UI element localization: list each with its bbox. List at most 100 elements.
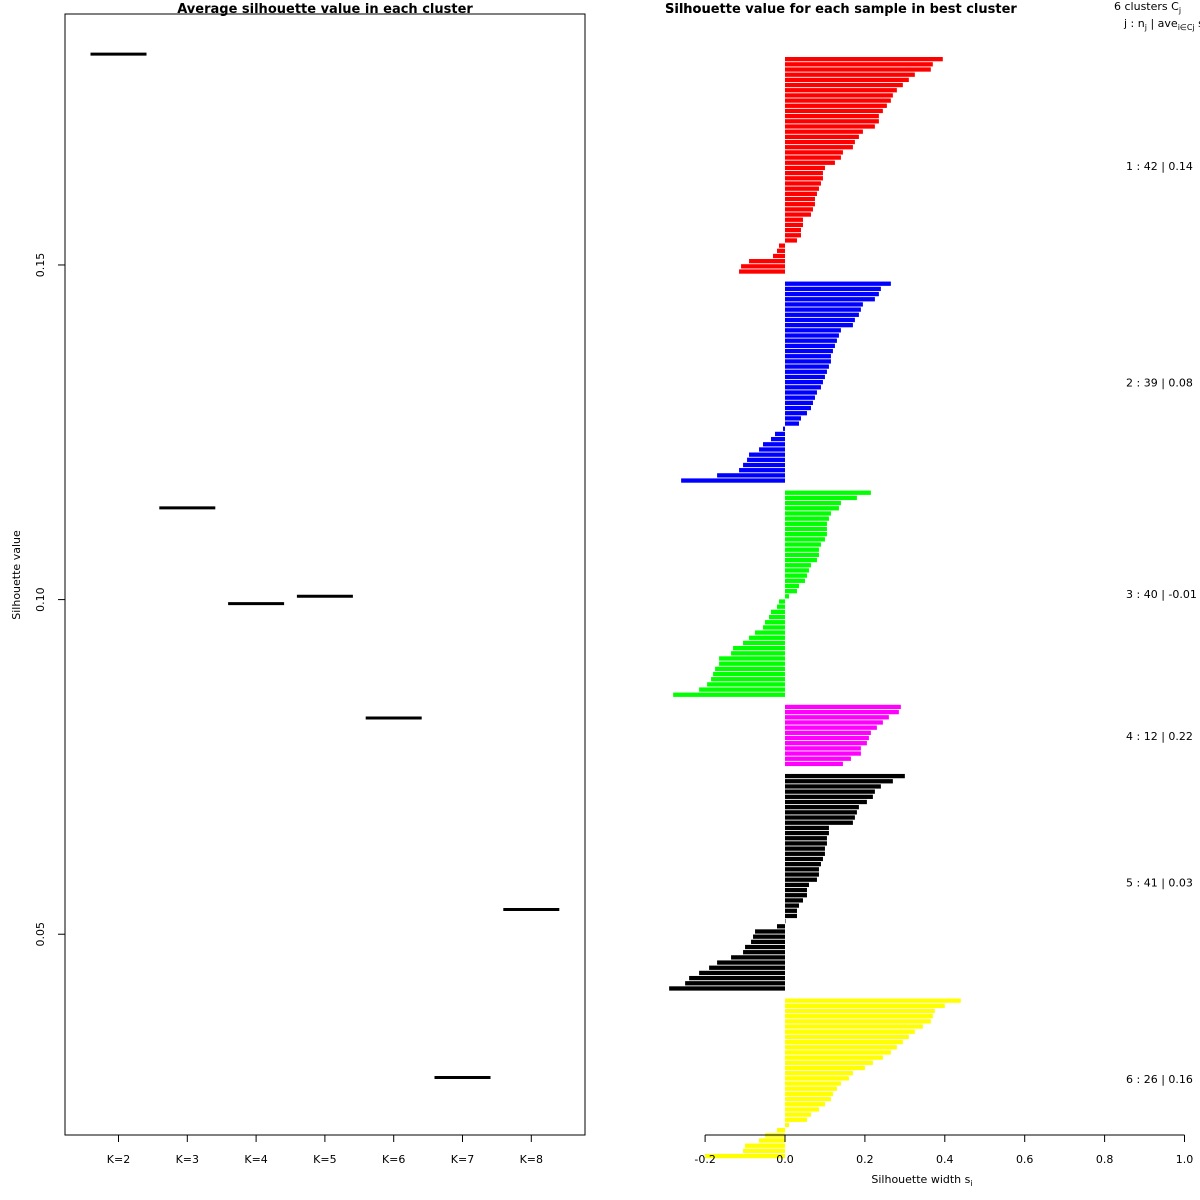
silhouette-bar-cluster-1 [785,93,893,98]
silhouette-bar-cluster-6 [785,1096,831,1102]
right-x-axis-label-sub: i [970,1179,972,1188]
silhouette-bar-cluster-6 [785,1055,883,1060]
silhouette-bar-cluster-1 [785,57,943,62]
silhouette-bar-cluster-5 [785,867,819,872]
silhouette-bar-cluster-5 [785,794,873,799]
silhouette-bar-cluster-2 [785,405,811,411]
cluster-annotation-3: 3 : 40 | -0.01 [1126,588,1197,601]
cluster-annotation-2: 2 : 39 | 0.08 [1126,377,1193,390]
silhouette-bar-cluster-5 [751,939,785,944]
silhouette-bar-cluster-2 [747,457,785,462]
silhouette-bar-cluster-6 [785,1019,931,1024]
silhouette-bar-cluster-4 [785,751,861,756]
silhouette-bar-cluster-3 [765,620,785,625]
silhouette-bar-cluster-1 [785,196,815,202]
silhouette-bar-cluster-2 [785,333,839,338]
silhouette-bar-cluster-4 [785,761,843,767]
silhouette-bar-cluster-1 [785,191,817,196]
silhouette-bar-cluster-3 [785,583,799,589]
right-x-tick-label: 0.0 [776,1153,794,1166]
left-x-tick-label: K=6 [382,1153,405,1166]
silhouette-bar-cluster-2 [785,359,831,364]
silhouette-bar-cluster-3 [699,687,785,692]
right-x-tick-label: 0.8 [1096,1153,1114,1166]
silhouette-bar-cluster-2 [785,385,821,390]
silhouette-bar-cluster-3 [777,604,785,609]
silhouette-bar-cluster-2 [749,452,785,457]
left-chart-title: Average silhouette value in each cluster [177,2,473,17]
silhouette-bar-cluster-2 [785,411,807,416]
silhouette-bar-cluster-3 [785,568,809,573]
silhouette-bar-cluster-2 [739,468,785,473]
cluster-annotation-4: 4 : 12 | 0.22 [1126,730,1193,743]
silhouette-bar-cluster-5 [731,955,785,960]
silhouette-bar-cluster-2 [785,369,827,374]
silhouette-bar-cluster-3 [785,511,831,516]
silhouette-bar-cluster-5 [785,918,786,924]
silhouette-bar-cluster-5 [785,872,819,877]
silhouette-bar-cluster-2 [785,302,863,307]
silhouette-bar-cluster-1 [785,181,821,186]
silhouette-bar-cluster-2 [785,297,875,302]
silhouette-bar-cluster-1 [773,253,785,259]
silhouette-bar-cluster-6 [785,1107,819,1112]
silhouette-bar-cluster-2 [759,447,785,452]
silhouette-bar-cluster-5 [743,950,785,955]
silhouette-bar-cluster-3 [785,506,839,511]
silhouette-bar-cluster-1 [785,207,813,212]
silhouette-bar-cluster-6 [785,1071,853,1076]
silhouette-bar-cluster-5 [785,882,809,888]
silhouette-bar-cluster-3 [785,552,819,558]
silhouette-bar-cluster-3 [719,656,785,661]
silhouette-bar-cluster-6 [785,1039,903,1045]
right-panel-silhouette-bars: Silhou Silhouette value for each sample … [665,0,1200,1188]
silhouette-bar-cluster-1 [785,108,883,114]
silhouette-bar-cluster-6 [743,1148,785,1154]
silhouette-bar-cluster-2 [785,317,855,323]
silhouette-bar-cluster-3 [785,557,817,563]
silhouette-bar-cluster-5 [785,877,817,882]
silhouette-bar-cluster-4 [785,704,901,710]
silhouette-bar-cluster-5 [785,830,829,836]
left-y-tick-label: 0.05 [34,922,47,947]
silhouette-bar-cluster-6 [785,1117,807,1122]
right-x-tick-label: 0.4 [936,1153,954,1166]
cluster-header-line1-main: 6 clusters C [1114,0,1179,13]
silhouette-bar-cluster-2 [783,426,785,431]
silhouette-bar-cluster-2 [785,328,841,333]
silhouette-bar-cluster-6 [785,1091,833,1097]
silhouette-bar-cluster-2 [785,354,831,359]
silhouette-bar-cluster-1 [777,248,785,253]
cluster-header-line2-n: j : n [1123,17,1145,30]
silhouette-bar-cluster-1 [785,145,853,150]
left-x-axis: K=2 K=3 K=4 K=5 K=6 K=7 K=8 [107,1135,543,1166]
silhouette-bar-cluster-5 [785,856,823,862]
silhouette-bar-cluster-4 [785,730,871,735]
silhouette-bar-cluster-3 [785,490,871,495]
left-y-tick-label: 0.10 [34,587,47,612]
silhouette-bar-cluster-5 [785,887,807,893]
silhouette-bar-cluster-3 [763,625,785,630]
left-x-tick-label: K=7 [451,1153,474,1166]
silhouette-bar-cluster-5 [717,960,785,965]
silhouette-bar-cluster-3 [785,578,805,583]
right-bars [669,57,961,1159]
silhouette-bar-cluster-3 [713,671,785,677]
cluster-header-line2-sub-ave: i∈Cj [1178,23,1195,32]
silhouette-bar-cluster-5 [785,841,827,846]
silhouette-bar-cluster-4 [785,720,883,725]
cluster-annotation-5: 5 : 41 | 0.03 [1126,877,1193,890]
silhouette-bar-cluster-1 [785,150,843,155]
cluster-header-line2: j : nj | avei∈Cj s [1123,17,1200,32]
silhouette-bar-cluster-1 [785,72,915,77]
silhouette-bar-cluster-1 [785,67,931,72]
silhouette-bar-cluster-1 [785,113,879,119]
silhouette-bar-cluster-1 [785,202,815,207]
right-x-axis: -0.2 0.0 0.2 0.4 0.6 0.8 1.0 [694,1134,1193,1166]
silhouette-bar-cluster-2 [775,431,785,437]
silhouette-bar-cluster-5 [785,908,797,913]
silhouette-bar-cluster-1 [779,243,785,248]
silhouette-bar-cluster-1 [785,124,875,129]
cluster-header-line1-sub: j [1178,6,1181,15]
silhouette-bar-cluster-6 [785,1050,891,1055]
